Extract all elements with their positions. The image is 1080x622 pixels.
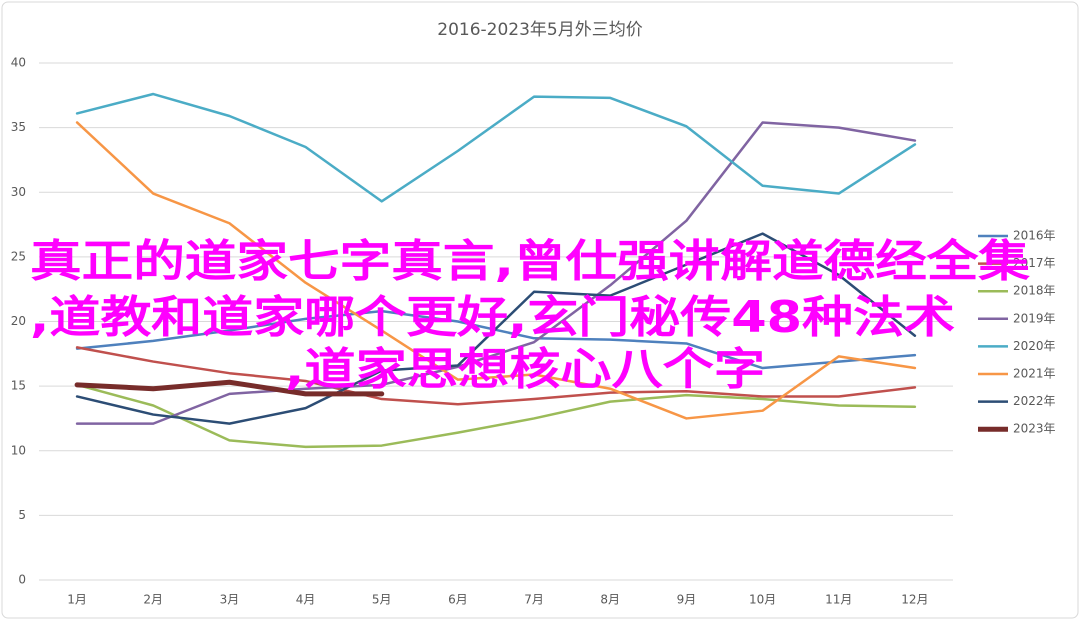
x-tick-label: 3月 xyxy=(220,593,240,607)
series-line xyxy=(75,346,917,406)
legend-label: 2021年 xyxy=(1013,367,1056,381)
legend-label: 2020年 xyxy=(1013,339,1056,353)
x-tick-label: 6月 xyxy=(448,593,468,607)
y-tick-label: 30 xyxy=(11,185,26,199)
x-tick-label: 8月 xyxy=(600,593,620,607)
x-tick-label: 2月 xyxy=(143,593,163,607)
x-tick-label: 12月 xyxy=(901,593,928,607)
plot: 0 5 10 15 20 25 30 35 40 1月 2月 3月 4月 5月 6月 7月 8月 9月 10月 11月… xyxy=(11,56,953,607)
x-tick-label: 9月 xyxy=(677,593,697,607)
overlay-text: ,道教和道家哪个更好,玄门秘传48种法术 xyxy=(30,292,955,343)
legend-label: 2017年 xyxy=(1013,256,1056,270)
y-tick-label: 5 xyxy=(18,508,26,522)
y-tick-label: 15 xyxy=(11,379,26,393)
legend-label: 2016年 xyxy=(1013,229,1056,243)
y-tick-label: 20 xyxy=(11,314,26,328)
x-tick-label: 4月 xyxy=(296,593,316,607)
legend: 2016年 2017年 2018年 2019年 2020年 2021年 2022年 2023年 xyxy=(978,229,1056,436)
series-line xyxy=(75,92,917,203)
x-tick-label: 5月 xyxy=(372,593,392,607)
y-tick-label: 10 xyxy=(11,443,26,457)
overlay-text: 真正的道家七字真言,曾仕强讲解道德经全集 xyxy=(30,236,1030,287)
y-tick-label: 0 xyxy=(18,573,26,587)
series-line xyxy=(75,232,917,425)
x-tick-label: 11月 xyxy=(825,593,852,607)
y-tick-label: 40 xyxy=(11,56,26,70)
x-tick-label: 1月 xyxy=(67,593,87,607)
overlay-text: ,道家思想核心八个字 xyxy=(285,344,765,395)
legend-label: 2022年 xyxy=(1013,394,1056,408)
legend-label: 2019年 xyxy=(1013,311,1056,325)
series-line xyxy=(74,379,385,397)
legend-label: 2018年 xyxy=(1013,284,1056,298)
series-line xyxy=(75,121,917,425)
x-tick-label: 7月 xyxy=(524,593,544,607)
x-tick-label: 10月 xyxy=(749,593,776,607)
series-line xyxy=(75,121,917,420)
y-tick-label: 25 xyxy=(11,249,26,263)
legend-label: 2023年 xyxy=(1013,422,1056,436)
chart-title: 2016-2023年5月外三均价 xyxy=(437,20,642,40)
y-tick-label: 35 xyxy=(11,120,26,134)
